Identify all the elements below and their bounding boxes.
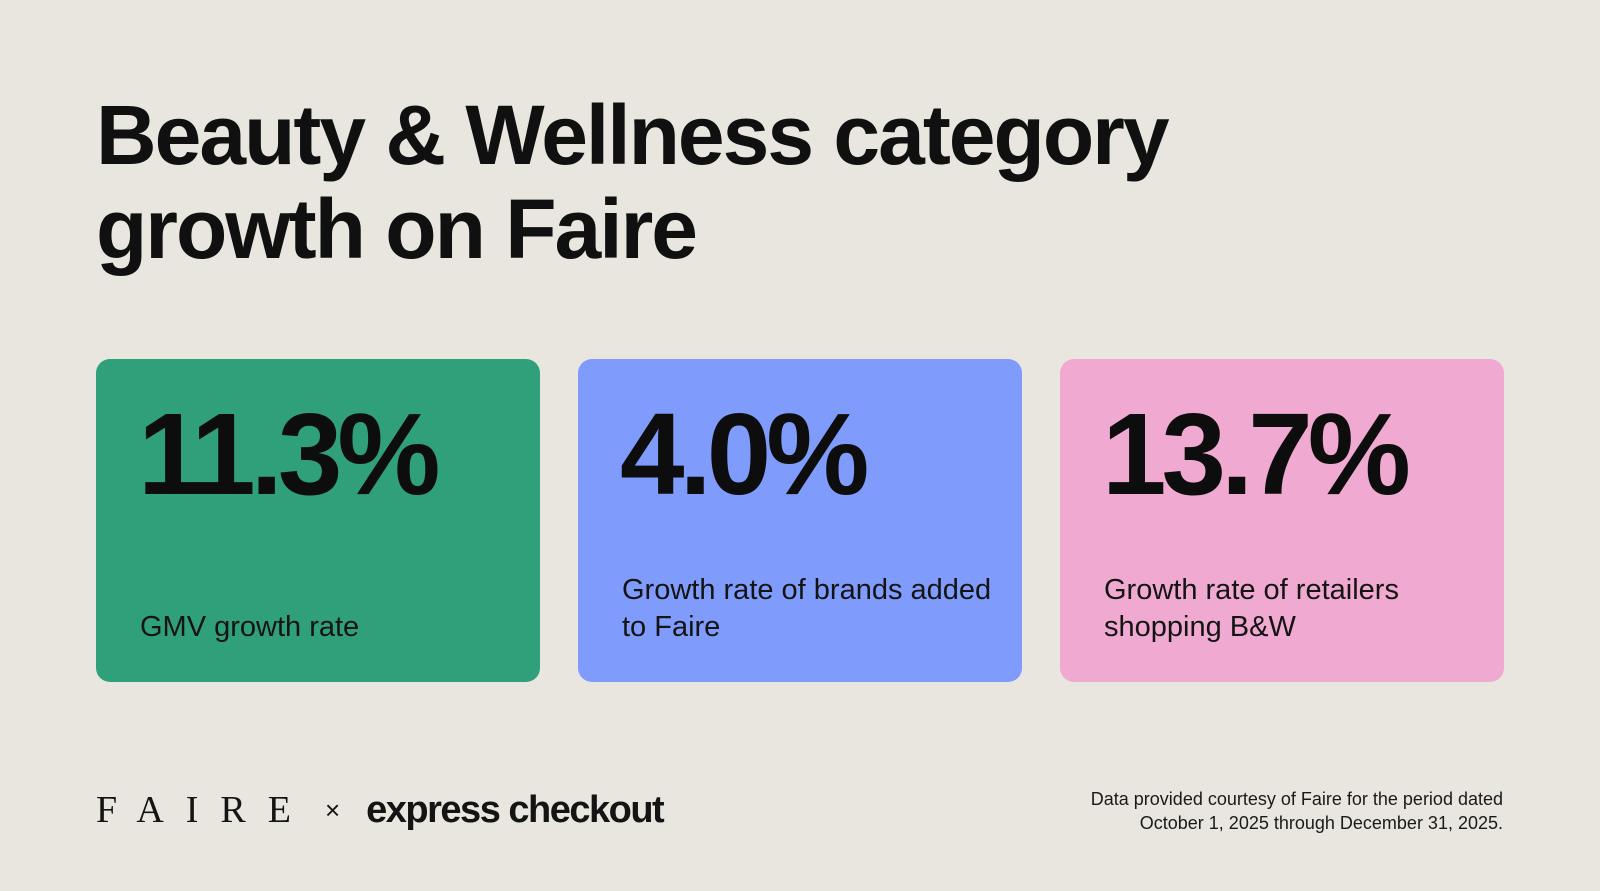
page-title: Beauty & Wellness category growth on Fai… bbox=[96, 88, 1396, 276]
stat-label-retailers: Growth rate of retailers shopping B&W bbox=[1104, 574, 1399, 643]
stat-value-retailers: 13.7% bbox=[1102, 389, 1411, 519]
source-note-line-2: October 1, 2025 through December 31, 202… bbox=[1139, 813, 1503, 833]
source-note: Data provided courtesy of Faire for the … bbox=[943, 787, 1503, 835]
faire-logo: FAIRE bbox=[96, 789, 313, 831]
express-checkout-logo: express checkout bbox=[366, 788, 665, 831]
stat-label-brands: Growth rate of brands added to Faire bbox=[622, 574, 992, 643]
stat-value-gmv: 11.3% bbox=[138, 389, 441, 519]
stat-card-retailers: 13.7% Growth rate of retailers shopping … bbox=[1060, 359, 1504, 682]
footer-logos: FAIRE × express checkout bbox=[96, 784, 665, 836]
collaboration-separator: × bbox=[324, 794, 341, 825]
source-note-line-1: Data provided courtesy of Faire for the … bbox=[1090, 789, 1503, 809]
page-title-line-2: growth on Faire bbox=[96, 182, 698, 276]
stat-value-brands: 4.0% bbox=[620, 389, 869, 519]
stat-card-gmv: 11.3% GMV growth rate bbox=[96, 359, 540, 682]
stat-label-gmv: GMV growth rate bbox=[140, 611, 360, 643]
stat-card-brands: 4.0% Growth rate of brands added to Fair… bbox=[578, 359, 1022, 682]
page-title-line-1: Beauty & Wellness category bbox=[96, 88, 1170, 182]
